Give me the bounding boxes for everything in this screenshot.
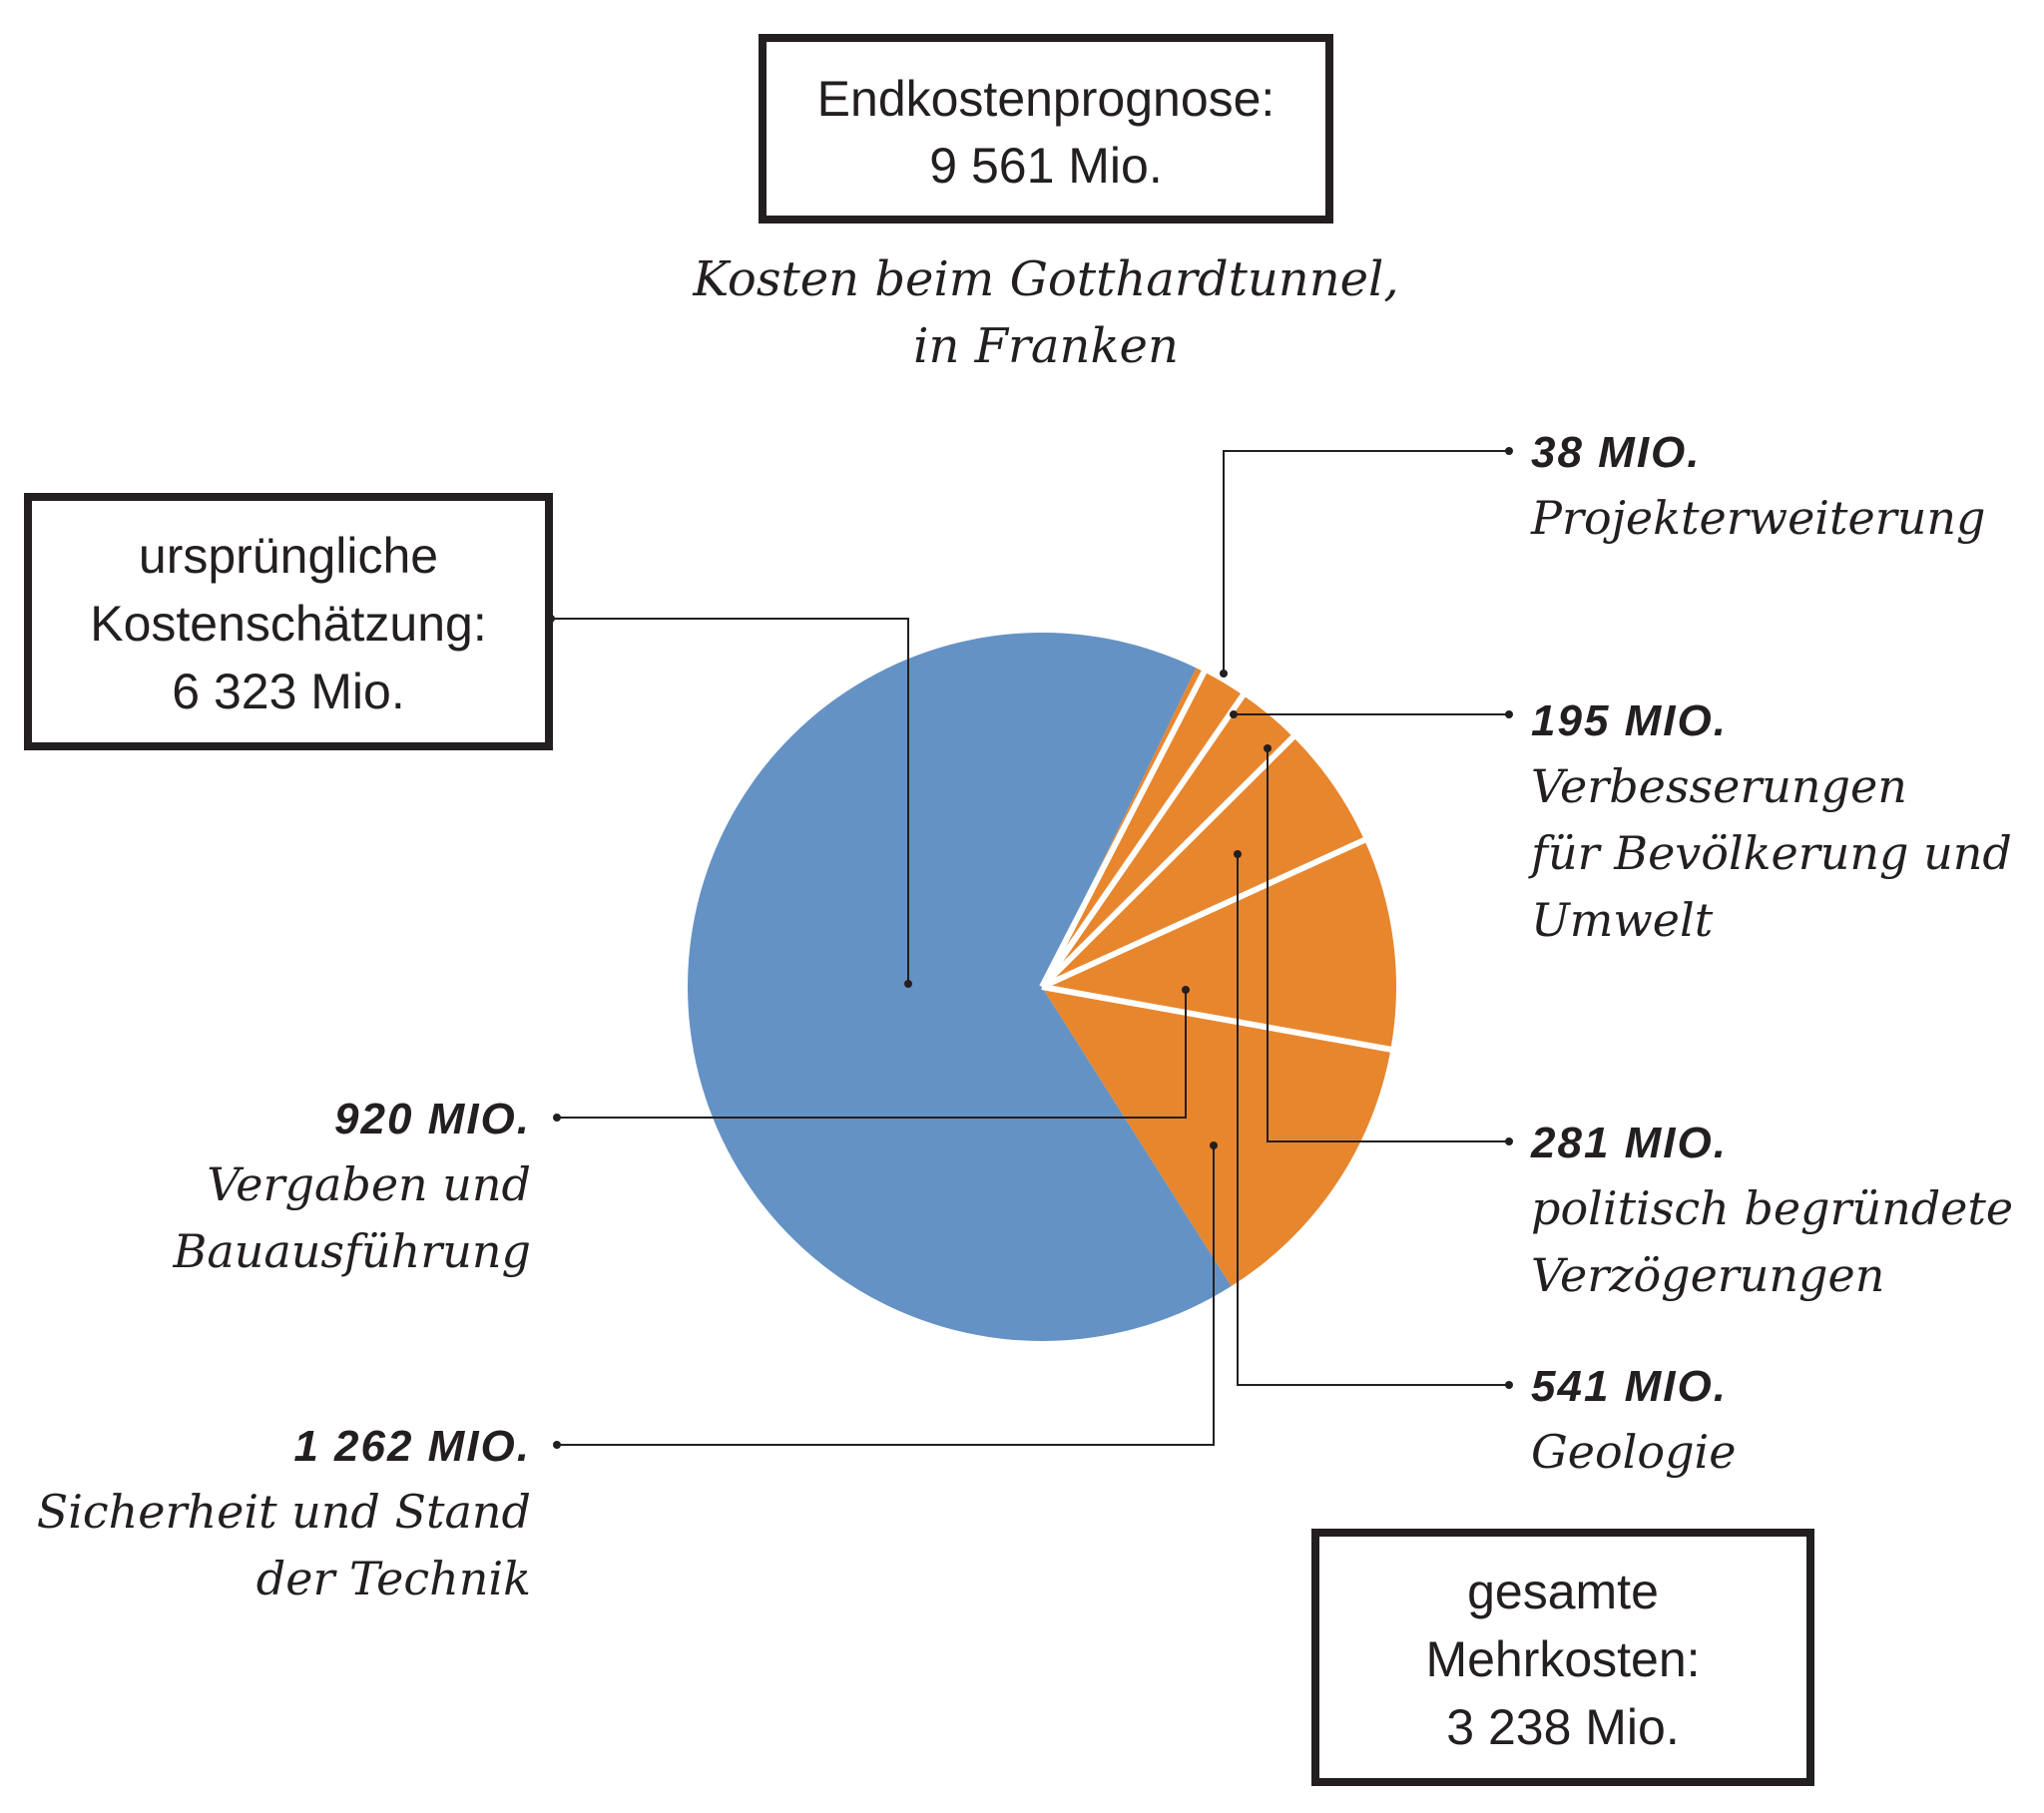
slice-category-label: Verzögerungen	[1531, 1248, 1884, 1302]
leader-line-base	[551, 618, 909, 984]
slice-category-label: der Technik	[256, 1552, 531, 1605]
leader-dot	[904, 980, 912, 988]
leader-lines	[547, 447, 1513, 1449]
slice-value-label: 281 MIO.	[1530, 1119, 1728, 1167]
leader-dot	[1264, 744, 1272, 752]
base-box-line-2: Kostenschätzung:	[90, 596, 487, 652]
slice-separator	[1040, 835, 1369, 990]
slice-vergaben	[1042, 839, 1396, 1050]
base-box-line-3: 6 323 Mio.	[172, 664, 404, 719]
leader-line-geologie	[1237, 854, 1509, 1386]
slice-value-label: 38 MIO.	[1531, 428, 1702, 477]
pie-slices	[687, 633, 1396, 1341]
original-estimate-box: ursprüngliche Kostenschätzung: 6 323 Mio…	[24, 493, 553, 750]
leader-dot	[1505, 710, 1513, 718]
leader-dot	[1505, 447, 1513, 455]
slice-label-politisch: 281 MIO. politisch begründete Verzögerunge…	[1530, 1119, 2013, 1302]
leader-dot	[547, 615, 555, 623]
slice-category-label: Umwelt	[1531, 893, 1714, 947]
slice-category-label: Bauausführung	[173, 1224, 531, 1278]
slice-separator	[1041, 984, 1395, 1054]
leader-dot	[1234, 850, 1242, 858]
extra-box-line-3: 3 238 Mio.	[1446, 1699, 1679, 1755]
slice-sicherheit	[1042, 987, 1391, 1287]
caption-line-2: in Franken	[913, 318, 1179, 374]
slice-separator	[1039, 689, 1249, 989]
leader-dot	[1220, 670, 1228, 678]
slice-geologie	[1042, 736, 1365, 987]
slice-label-sicherheit: 1 262 MIO. Sicherheit und Stand der Techni…	[37, 1422, 531, 1605]
caption-line-1: Kosten beim Gotthardtunnel,	[692, 251, 1398, 307]
slice-separator	[1039, 731, 1298, 990]
slice-value-label: 541 MIO.	[1531, 1362, 1728, 1411]
leader-dot	[1505, 1137, 1513, 1145]
leader-line-projekt	[1223, 450, 1509, 674]
slice-value-label: 920 MIO.	[334, 1095, 531, 1143]
leader-dot	[553, 1441, 561, 1449]
leader-line-sicherheit	[557, 1145, 1215, 1446]
slice-separator	[1039, 667, 1209, 989]
slice-label-verbesserungen: 195 MIO. Verbesserungen für Bevölkerung un…	[1528, 696, 2012, 947]
leader-dot	[1182, 986, 1190, 994]
slice-label-geologie: 541 MIO. Geologie	[1531, 1362, 1736, 1479]
total-box-line-1: Endkostenprognose:	[817, 71, 1276, 127]
slice-category-label: für Bevölkerung und	[1528, 826, 2012, 880]
leader-dot	[553, 1114, 561, 1122]
slice-category-label: Projekterweiterung	[1530, 491, 1985, 545]
slice-category-label: politisch begründete	[1531, 1181, 2013, 1235]
extra-box-line-2: Mehrkosten:	[1425, 1631, 1700, 1687]
leader-dot	[1210, 1141, 1218, 1149]
slice-value-label: 195 MIO.	[1531, 696, 1728, 745]
slice-category-label: Vergaben und	[207, 1157, 531, 1211]
slice-verbesserungen	[1042, 672, 1244, 987]
total-forecast-box: Endkostenprognose: 9 561 Mio.	[759, 34, 1333, 224]
slice-category-label: Geologie	[1531, 1425, 1736, 1479]
slice-category-label: Sicherheit und Stand	[37, 1485, 531, 1539]
leader-line-politisch	[1267, 748, 1509, 1142]
slice-value-label: 1 262 MIO.	[293, 1422, 531, 1471]
slice-base	[687, 633, 1232, 1341]
additional-cost-box: gesamte Mehrkosten: 3 238 Mio.	[1311, 1529, 1814, 1786]
slice-politisch	[1042, 694, 1293, 987]
slice-label-projekt: 38 MIO. Projekterweiterung	[1530, 428, 1985, 545]
base-box-line-1: ursprüngliche	[139, 528, 438, 584]
leader-line-vergaben	[557, 990, 1187, 1119]
slice-labels: 38 MIO. Projekterweiterung 195 MIO. Verbess…	[37, 428, 2013, 1605]
total-box-line-2: 9 561 Mio.	[929, 138, 1162, 194]
slice-label-vergaben: 920 MIO. Vergaben und Bauausführung	[173, 1095, 531, 1278]
slice-category-label: Verbesserungen	[1531, 759, 1907, 813]
leader-dot	[1505, 1381, 1513, 1389]
leader-dot	[1230, 710, 1238, 718]
extra-box-line-1: gesamte	[1467, 1564, 1659, 1619]
